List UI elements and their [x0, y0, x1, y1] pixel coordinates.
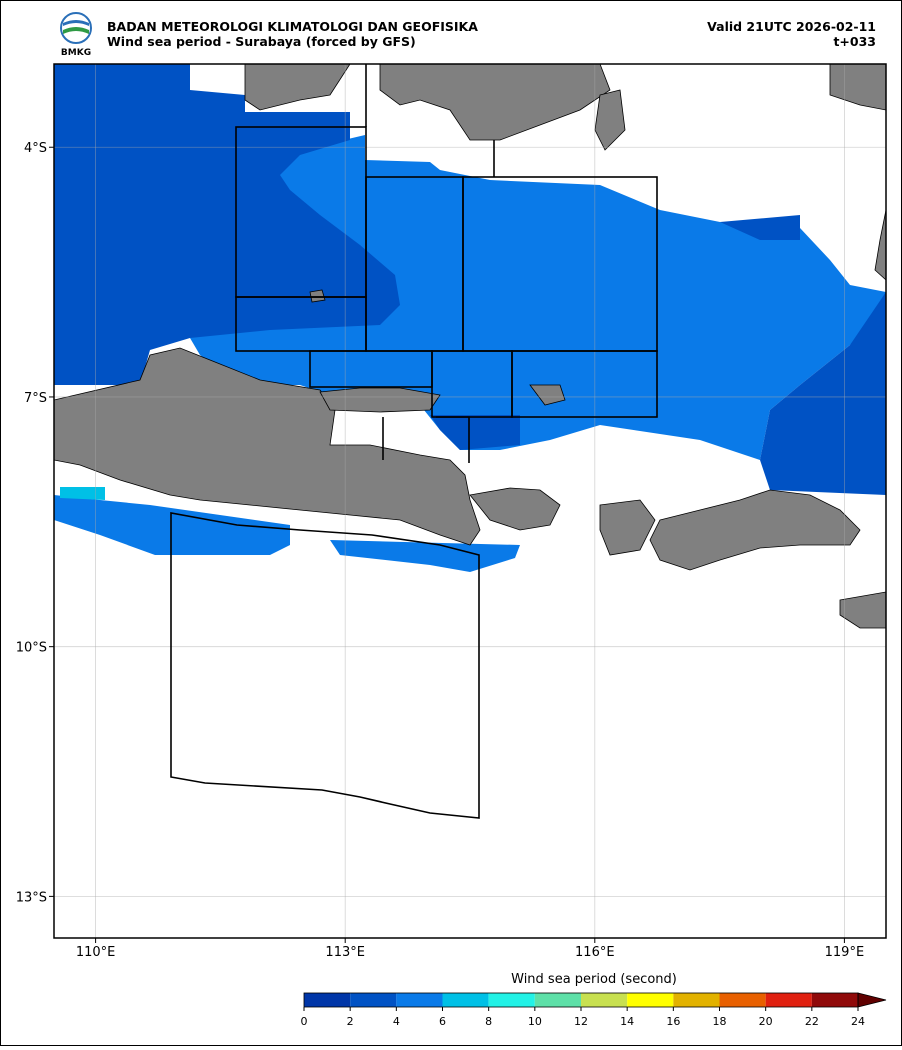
logo-text: BMKG — [61, 48, 91, 58]
colorbar-tick-label: 8 — [485, 1015, 492, 1028]
colorbar-tick-label: 10 — [528, 1015, 542, 1028]
grid — [54, 64, 886, 938]
y-tick-label: 13°S — [16, 890, 47, 905]
valid-time: Valid 21UTC 2026-02-11 — [707, 19, 876, 34]
logo: BMKG — [60, 12, 92, 58]
x-tick-label: 119°E — [825, 945, 865, 960]
colorbar-bin — [442, 993, 489, 1007]
colorbar-bin — [811, 993, 858, 1007]
colorbar-bin — [627, 993, 674, 1007]
map-frame — [53, 63, 887, 939]
colorbar-tick-label: 14 — [620, 1015, 634, 1028]
x-tick-label: 110°E — [76, 945, 116, 960]
y-tick-label: 4°S — [24, 141, 47, 156]
colorbar-bin — [534, 993, 581, 1007]
colorbar-bin — [304, 993, 351, 1007]
x-tick-label: 113°E — [325, 945, 365, 960]
colorbar-label: Wind sea period (second) — [511, 972, 677, 987]
x-tick-label: 116°E — [575, 945, 615, 960]
colorbar-bin — [581, 993, 628, 1007]
lead-time: t+033 — [833, 34, 876, 49]
axes: 110°E 113°E 116°E 119°E 4°S 7°S 10°S 13°S — [16, 141, 864, 960]
header-subtitle: Wind sea period - Surabaya (forced by GF… — [107, 34, 416, 49]
colorbar-bin — [673, 993, 720, 1007]
map — [54, 64, 886, 938]
colorbar-tick-label: 0 — [301, 1015, 308, 1028]
colorbar-tick-label: 22 — [805, 1015, 819, 1028]
colorbar-bin — [396, 993, 443, 1007]
y-tick-label: 7°S — [24, 391, 47, 406]
colorbar-tick-label: 24 — [851, 1015, 865, 1028]
colorbar-bin — [719, 993, 766, 1007]
colorbar-tick-label: 6 — [439, 1015, 446, 1028]
colorbar-tick-label: 20 — [759, 1015, 773, 1028]
sea-field — [54, 64, 886, 572]
zones — [170, 64, 658, 819]
colorbar-tick-label: 12 — [574, 1015, 588, 1028]
colorbar-tick-label: 4 — [393, 1015, 400, 1028]
y-tick-label: 10°S — [16, 641, 47, 656]
colorbar: 0 2 4 6 8 10 12 14 16 18 20 22 24 — [301, 992, 887, 1028]
header-title: BADAN METEOROLOGI KLIMATOLOGI DAN GEOFIS… — [107, 19, 478, 34]
colorbar-tick-label: 16 — [666, 1015, 680, 1028]
colorbar-bin — [765, 993, 812, 1007]
colorbar-bin — [488, 993, 535, 1007]
colorbar-bin — [350, 993, 397, 1007]
colorbar-tick-label: 2 — [347, 1015, 354, 1028]
colorbar-tick-label: 18 — [713, 1015, 727, 1028]
